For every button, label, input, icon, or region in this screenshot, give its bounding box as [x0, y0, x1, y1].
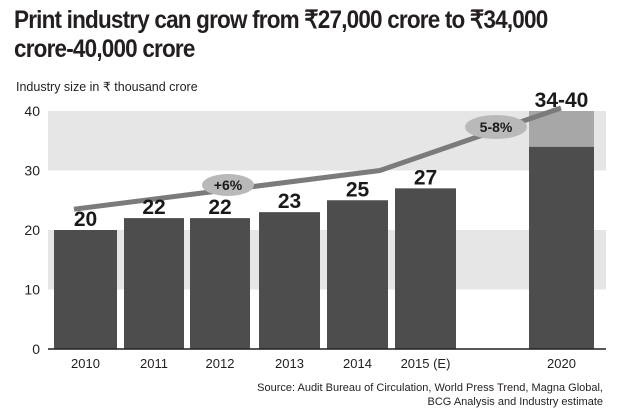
trend-line: +6% 5-8% — [73, 105, 562, 212]
data-label: 22 — [208, 196, 231, 219]
data-label: 22 — [142, 196, 165, 219]
source-note: Source: Audit Bureau of Circulation, Wor… — [257, 382, 603, 408]
growth-label: +6% — [214, 177, 243, 193]
bar — [190, 218, 250, 349]
bar — [54, 230, 117, 349]
y-tick-label: 40 — [24, 103, 40, 119]
bar — [529, 146, 594, 349]
x-tick-label: 2020 — [547, 356, 576, 371]
data-label: 23 — [278, 190, 301, 213]
chart-title: Print industry can grow from ₹27,000 cro… — [14, 6, 548, 63]
x-tick-label: 2015 (E) — [401, 356, 451, 371]
data-label: 20 — [74, 208, 97, 231]
y-tick-label: 10 — [24, 282, 40, 298]
bar — [395, 188, 456, 349]
y-axis-ticks: 0 10 20 30 40 — [24, 103, 40, 357]
data-label: 27 — [414, 166, 437, 189]
bars — [54, 111, 594, 349]
growth-bubble — [465, 115, 527, 139]
bar — [327, 200, 388, 349]
x-tick-label: 2012 — [206, 356, 235, 371]
bar — [124, 218, 184, 349]
y-tick-label: 0 — [32, 341, 40, 357]
growth-label: 5-8% — [480, 119, 513, 135]
bar — [259, 212, 320, 349]
y-tick-label: 30 — [24, 163, 40, 179]
x-tick-label: 2013 — [275, 356, 304, 371]
data-label: 34-40 — [535, 89, 589, 112]
y-tick-label: 20 — [24, 222, 40, 238]
x-axis-ticks: 2010 2011 2012 2013 2014 2015 (E) 2020 — [71, 356, 576, 371]
chart-subtitle: Industry size in ₹ thousand crore — [16, 80, 198, 94]
data-labels: 20 22 22 23 25 27 34-40 — [74, 89, 589, 231]
data-label: 25 — [346, 178, 370, 201]
x-tick-label: 2011 — [140, 356, 168, 371]
growth-bubble — [202, 174, 254, 196]
x-tick-label: 2014 — [343, 356, 372, 371]
x-tick-label: 2010 — [71, 356, 100, 371]
